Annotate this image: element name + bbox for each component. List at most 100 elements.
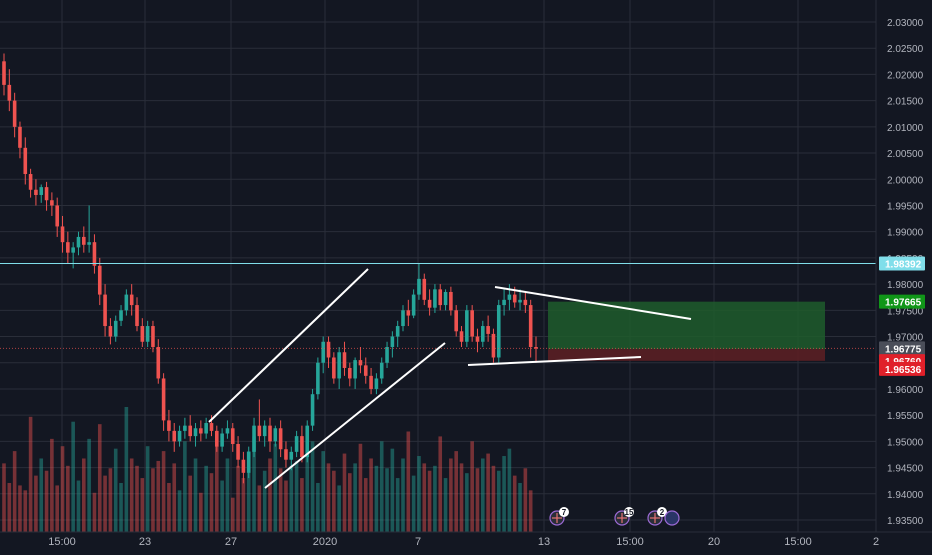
flag-icon-secondary[interactable] <box>664 510 680 526</box>
time-tick-label: 2020 <box>313 536 337 548</box>
volume-bar <box>395 478 400 532</box>
candle-body <box>507 294 512 300</box>
volume-bar <box>507 448 512 532</box>
volume-bar <box>523 468 528 532</box>
volume-bar <box>236 465 240 532</box>
price-tick-label: 1.98000 <box>887 280 924 291</box>
volume-bar <box>188 475 192 532</box>
volume-bar <box>108 468 113 532</box>
candle-body <box>252 425 256 452</box>
candle-body <box>161 378 166 421</box>
candle-body <box>108 326 113 337</box>
candle-body <box>209 423 214 431</box>
volume-bar <box>465 473 469 532</box>
time-tick-label: 2 <box>873 536 879 548</box>
trendlines[interactable] <box>208 268 692 489</box>
candle-body <box>124 294 129 311</box>
time-tick-label: 20 <box>708 536 720 548</box>
channel-lower-line[interactable] <box>264 342 446 489</box>
price-tick-label: 1.94500 <box>887 464 924 475</box>
volume-bar <box>97 424 102 532</box>
volume-bar <box>7 482 12 532</box>
candle-body <box>113 320 118 337</box>
price-tick-label: 1.95500 <box>887 411 924 422</box>
volume-bar <box>273 443 278 532</box>
volume-bar <box>438 436 443 532</box>
badge-stop-background <box>879 361 925 376</box>
triangle-upper-line[interactable] <box>494 286 692 320</box>
candle-body <box>151 326 155 348</box>
volume-bar <box>486 453 490 532</box>
volume-bar <box>289 465 294 532</box>
price-tick-label: 2.02000 <box>887 70 924 81</box>
triangle-lower-line[interactable] <box>467 356 642 366</box>
volume-bar <box>172 463 177 532</box>
volume-bar <box>103 475 107 532</box>
volume-bar <box>215 446 219 532</box>
candle-body <box>523 299 528 306</box>
channel-upper-line[interactable] <box>208 268 369 423</box>
candle-body <box>188 425 192 437</box>
volume-bar <box>369 458 373 532</box>
candle-body <box>443 291 448 306</box>
candle-body <box>44 187 49 201</box>
volume-bar <box>496 470 501 532</box>
candle-body <box>172 430 177 442</box>
price-tick-label: 1.94000 <box>887 490 924 501</box>
volume-bar <box>358 443 363 532</box>
candle-body <box>262 425 267 437</box>
badge-target: 1.97665 <box>885 298 922 309</box>
volume-bar <box>66 465 70 532</box>
volume-bar <box>55 485 59 532</box>
volume-bar <box>156 460 161 532</box>
volume-bar <box>257 485 262 532</box>
volume-bar <box>177 490 182 532</box>
candle-body <box>257 425 262 437</box>
candle-body <box>358 360 363 366</box>
volume-bar <box>411 475 416 532</box>
badge-horizontal-level: 1.98392 <box>885 260 922 271</box>
candle-body <box>534 347 538 349</box>
candle-body <box>268 425 272 442</box>
price-tick-label: 2.00000 <box>887 175 924 186</box>
candle-body <box>528 305 533 348</box>
volume-bar <box>417 456 421 532</box>
volume-bar <box>491 465 496 532</box>
candle-body <box>502 299 506 306</box>
volume-bar <box>76 480 81 532</box>
volume-bar <box>374 465 379 532</box>
candle-body <box>385 347 389 363</box>
candle-body <box>332 357 336 379</box>
price-tick-label: 2.02500 <box>887 44 924 55</box>
price-tick-label: 1.96000 <box>887 385 924 396</box>
volume-bar <box>204 465 208 532</box>
candle-body <box>129 294 134 306</box>
event-count-badge <box>657 507 667 517</box>
volume-bar <box>129 458 134 532</box>
candle-body <box>481 326 485 342</box>
volume-bar <box>481 458 485 532</box>
candle-body <box>82 236 86 245</box>
volume-bar <box>337 485 341 532</box>
volume-bar <box>310 441 315 532</box>
badge-horizontal-level-background <box>879 256 925 271</box>
event-count: 15 <box>625 508 634 517</box>
volume-bar <box>82 458 86 532</box>
candle-body <box>305 425 310 458</box>
candle-body <box>34 189 38 195</box>
price-tick-label: 1.93500 <box>887 516 924 527</box>
volume-bar <box>363 478 368 532</box>
badge-target-background <box>879 294 925 309</box>
volume-bar <box>379 441 384 532</box>
volume-bar <box>268 458 272 532</box>
candle-body <box>353 360 357 379</box>
volume-bar <box>220 480 224 532</box>
candle-body <box>230 428 235 444</box>
event-markers[interactable]: 7 15 2 <box>549 507 680 526</box>
volume-bar <box>145 446 150 532</box>
volume-bar <box>294 460 299 532</box>
